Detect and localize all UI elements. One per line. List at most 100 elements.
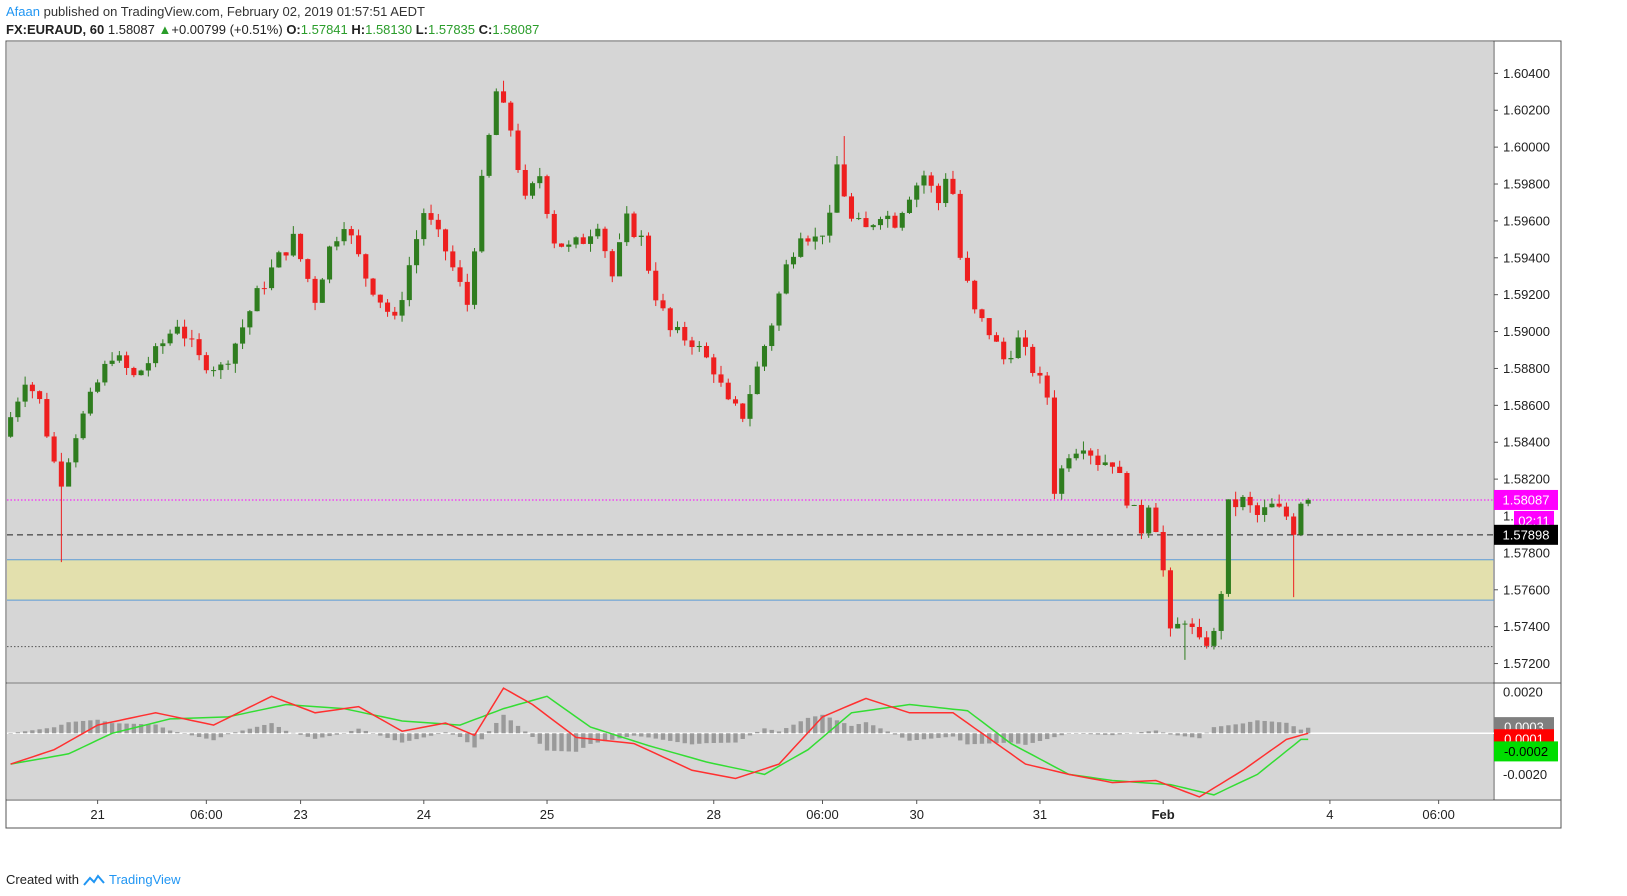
candle-body[interactable] xyxy=(1102,462,1108,465)
tradingview-link[interactable]: TradingView xyxy=(108,872,181,887)
candle-body[interactable] xyxy=(827,212,833,236)
candle-body[interactable] xyxy=(537,176,543,184)
candle-body[interactable] xyxy=(660,300,666,309)
candle-body[interactable] xyxy=(1218,593,1224,631)
candle-body[interactable] xyxy=(529,183,536,196)
candle-body[interactable] xyxy=(877,219,884,226)
candle-body[interactable] xyxy=(254,288,260,312)
candle-body[interactable] xyxy=(73,438,79,463)
candle-body[interactable] xyxy=(399,300,405,316)
candle-body[interactable] xyxy=(928,175,934,186)
candle-body[interactable] xyxy=(211,370,217,372)
candle-body[interactable] xyxy=(327,246,333,280)
candle-body[interactable] xyxy=(160,343,166,347)
candle-body[interactable] xyxy=(841,164,847,197)
candle-body[interactable] xyxy=(1233,499,1239,508)
candle-body[interactable] xyxy=(356,235,362,255)
candle-body[interactable] xyxy=(711,357,717,375)
author-link[interactable]: Afaan xyxy=(6,4,40,19)
candle-body[interactable] xyxy=(472,251,478,305)
candle-body[interactable] xyxy=(1131,504,1137,506)
candle-body[interactable] xyxy=(870,225,876,228)
candle-body[interactable] xyxy=(1059,468,1065,494)
candle-body[interactable] xyxy=(667,308,673,331)
candle-body[interactable] xyxy=(1305,499,1311,504)
candle-body[interactable] xyxy=(1262,507,1268,515)
candle-body[interactable] xyxy=(587,236,594,244)
candle-body[interactable] xyxy=(363,254,369,279)
candle-body[interactable] xyxy=(522,170,528,196)
candle-body[interactable] xyxy=(225,363,231,365)
candle-body[interactable] xyxy=(1022,337,1028,347)
candle-body[interactable] xyxy=(993,335,999,342)
candle-body[interactable] xyxy=(645,235,652,271)
candle-body[interactable] xyxy=(1167,570,1173,629)
candle-body[interactable] xyxy=(1030,346,1036,373)
candle-body[interactable] xyxy=(1037,372,1043,376)
candle-body[interactable] xyxy=(653,270,659,301)
candle-body[interactable] xyxy=(153,346,159,364)
candle-body[interactable] xyxy=(950,178,956,194)
candle-body[interactable] xyxy=(276,252,282,268)
candle-body[interactable] xyxy=(595,228,601,237)
candle-body[interactable] xyxy=(66,462,72,487)
candle-body[interactable] xyxy=(312,278,318,303)
candle-body[interactable] xyxy=(80,413,86,439)
candle-body[interactable] xyxy=(769,325,775,347)
candle-body[interactable] xyxy=(1073,453,1079,459)
candle-body[interactable] xyxy=(703,345,710,358)
candle-body[interactable] xyxy=(203,355,209,371)
candle-body[interactable] xyxy=(1001,341,1007,360)
candle-body[interactable] xyxy=(682,326,688,341)
candle-body[interactable] xyxy=(573,237,579,245)
candle-body[interactable] xyxy=(145,363,151,371)
candle-body[interactable] xyxy=(501,91,507,103)
candle-body[interactable] xyxy=(298,233,304,260)
candle-body[interactable] xyxy=(1254,505,1260,515)
candle-body[interactable] xyxy=(609,251,615,277)
candle-body[interactable] xyxy=(51,436,57,462)
candle-body[interactable] xyxy=(261,288,267,290)
candle-body[interactable] xyxy=(450,251,456,268)
candle-body[interactable] xyxy=(377,294,383,303)
candle-body[interactable] xyxy=(138,370,144,376)
candle-body[interactable] xyxy=(44,399,50,437)
candle-body[interactable] xyxy=(899,212,905,228)
candle-body[interactable] xyxy=(776,293,782,326)
candle-body[interactable] xyxy=(1095,455,1101,465)
candle-body[interactable] xyxy=(22,384,28,402)
candle-body[interactable] xyxy=(732,399,739,404)
candle-body[interactable] xyxy=(486,134,492,176)
candle-body[interactable] xyxy=(421,213,427,240)
candle-body[interactable] xyxy=(892,215,898,228)
candle-body[interactable] xyxy=(196,339,202,356)
candle-body[interactable] xyxy=(812,236,818,242)
candle-body[interactable] xyxy=(124,355,130,368)
candle-body[interactable] xyxy=(29,384,35,392)
candle-body[interactable] xyxy=(457,267,463,282)
candle-body[interactable] xyxy=(189,338,195,340)
candle-body[interactable] xyxy=(1291,516,1297,535)
candle-body[interactable] xyxy=(479,175,485,252)
candle-body[interactable] xyxy=(638,235,644,237)
candle-body[interactable] xyxy=(508,102,514,131)
candle-body[interactable] xyxy=(1109,462,1115,467)
candle-body[interactable] xyxy=(269,267,275,289)
candle-body[interactable] xyxy=(102,363,108,383)
candle-body[interactable] xyxy=(1015,337,1021,359)
candle-body[interactable] xyxy=(580,237,586,244)
candle-body[interactable] xyxy=(624,213,630,243)
candle-body[interactable] xyxy=(798,238,804,257)
candle-body[interactable] xyxy=(1066,458,1072,469)
candle-body[interactable] xyxy=(1225,499,1231,594)
candle-body[interactable] xyxy=(718,374,724,383)
candle-body[interactable] xyxy=(631,213,637,237)
candle-body[interactable] xyxy=(95,382,101,392)
candle-body[interactable] xyxy=(1211,630,1217,646)
price-chart[interactable]: 1.60400 1.60200 1.60000 1.59800 1.59600 1.594… xyxy=(0,0,1627,830)
candle-body[interactable] xyxy=(943,178,949,204)
candle-body[interactable] xyxy=(1153,507,1159,532)
candle-body[interactable] xyxy=(348,229,354,236)
candle-body[interactable] xyxy=(906,199,913,213)
candle-body[interactable] xyxy=(1247,496,1253,506)
